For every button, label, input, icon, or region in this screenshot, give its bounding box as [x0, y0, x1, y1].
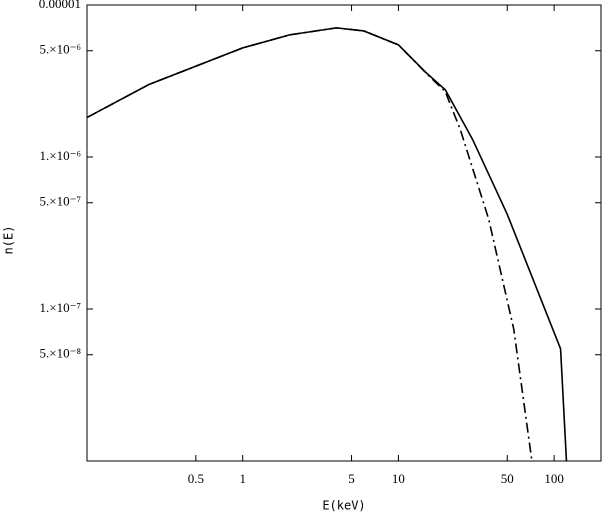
y-tick-label: 1.×10⁻⁷: [40, 300, 81, 315]
x-tick-label: 1: [239, 471, 246, 486]
data-line: [87, 27, 533, 461]
x-tick-label: 10: [392, 471, 405, 486]
y-tick-label: 5.×10⁻⁶: [40, 42, 81, 57]
x-tick-label: 50: [501, 471, 514, 486]
x-axis-label: E(keV): [322, 499, 365, 513]
plot-frame: [86, 4, 602, 462]
y-tick-label: 5.×10⁻⁸: [40, 346, 82, 361]
y-tick-label: 0.00001: [39, 0, 81, 11]
data-line: [87, 27, 568, 461]
y-axis-label: n(E): [2, 226, 16, 255]
y-tick-label: 5.×10⁻⁷: [40, 194, 81, 209]
x-tick-label: 100: [544, 471, 564, 486]
y-tick-label: 1.×10⁻⁶: [40, 148, 81, 163]
x-tick-label: 0.5: [188, 471, 204, 486]
x-tick-label: 5: [348, 471, 355, 486]
